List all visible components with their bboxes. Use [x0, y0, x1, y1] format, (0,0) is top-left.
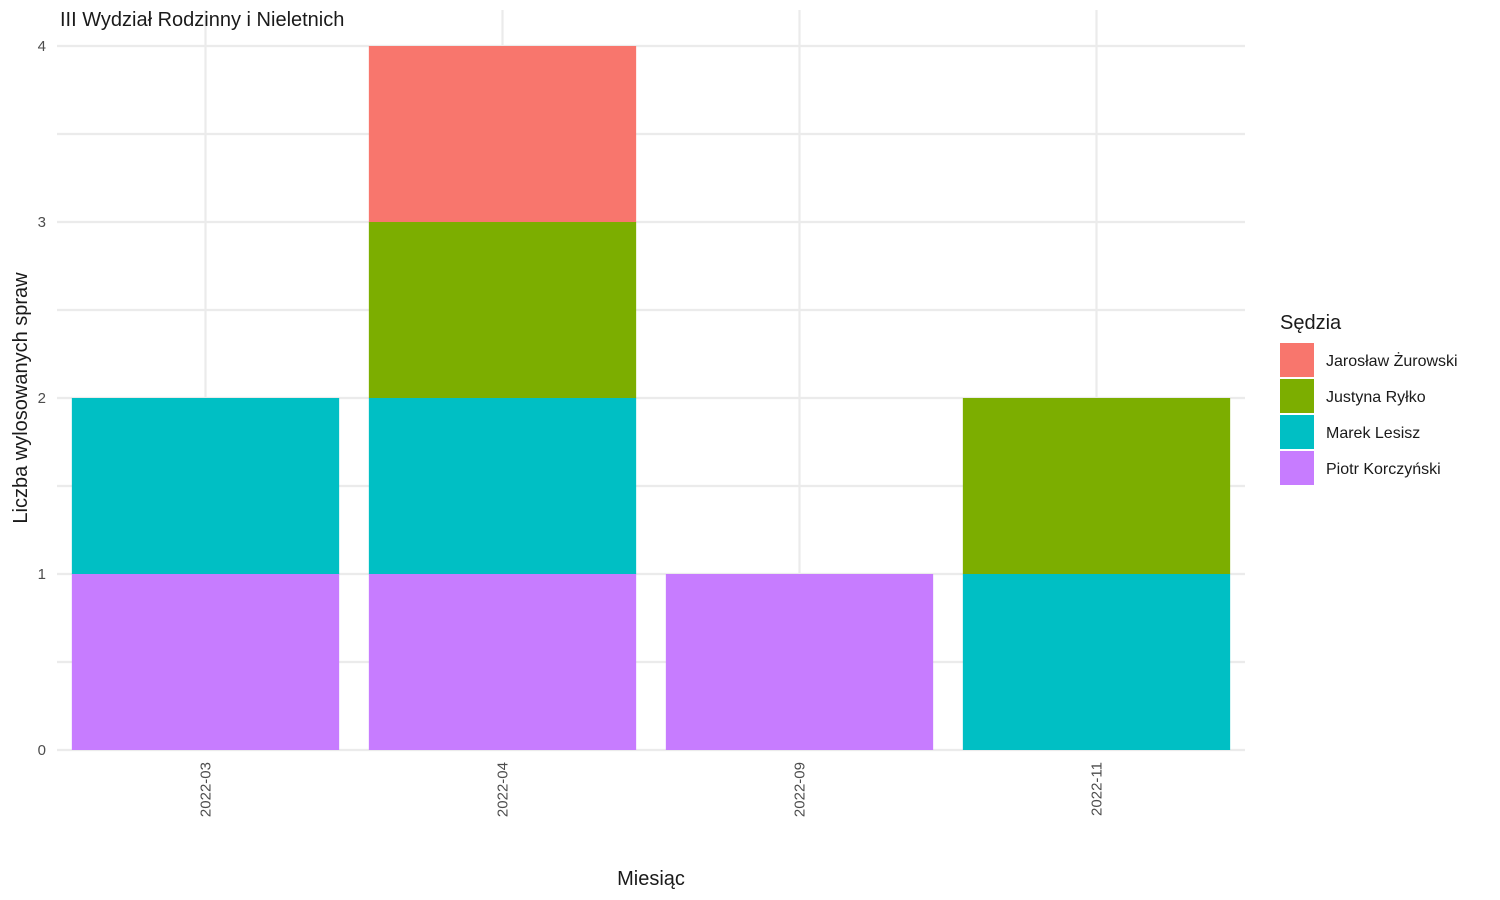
y-tick-labels: 0 1 2 3 4 — [38, 38, 46, 759]
y-axis-title: Liczba wylosowanych spraw — [10, 272, 32, 524]
legend: Sędzia Jarosław Żurowski Justyna Ryłko Mar… — [1280, 312, 1458, 485]
legend-label: Marek Lesisz — [1326, 425, 1420, 442]
bar-segment — [962, 398, 1231, 574]
bar-segment — [368, 46, 637, 222]
x-axis-title: Miesiąc — [617, 868, 685, 890]
bars — [71, 46, 1231, 750]
y-tick-label: 3 — [38, 214, 46, 231]
bar-segment — [665, 574, 934, 750]
y-tick-label: 0 — [38, 742, 46, 759]
x-tick-label: 2022-04 — [495, 762, 512, 817]
x-tick-label: 2022-03 — [198, 762, 215, 817]
legend-label: Piotr Korczyński — [1326, 461, 1441, 478]
y-tick-label: 4 — [38, 38, 46, 55]
x-tick-label: 2022-11 — [1089, 762, 1106, 816]
legend-key — [1280, 379, 1314, 413]
bar-segment — [71, 398, 340, 574]
legend-label: Justyna Ryłko — [1326, 389, 1426, 406]
y-tick-label: 2 — [38, 390, 46, 407]
legend-label: Jarosław Żurowski — [1326, 351, 1458, 370]
legend-key — [1280, 343, 1314, 377]
legend-key — [1280, 415, 1314, 449]
bar-segment — [368, 398, 637, 574]
bar-segment — [71, 574, 340, 750]
chart-title: III Wydział Rodzinny i Nieletnich — [60, 9, 344, 31]
bar-segment — [962, 574, 1231, 750]
legend-key — [1280, 451, 1314, 485]
y-tick-label: 1 — [38, 566, 46, 583]
legend-items: Jarosław Żurowski Justyna Ryłko Marek Lesi… — [1280, 343, 1458, 485]
x-tick-labels: 2022-03 2022-04 2022-09 2022-11 — [198, 762, 1106, 817]
x-tick-label: 2022-09 — [792, 762, 809, 817]
legend-title: Sędzia — [1280, 312, 1342, 334]
bar-segment — [368, 574, 637, 750]
bar-segment — [368, 222, 637, 398]
